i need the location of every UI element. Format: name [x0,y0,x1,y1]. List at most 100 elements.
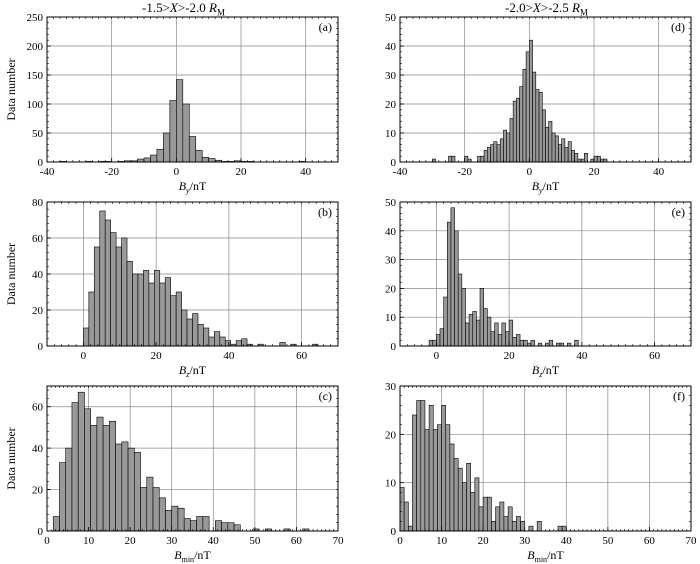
histogram-bar [551,132,556,163]
x-axis-label: Bmin/nT [527,548,564,564]
histogram-bar [499,138,504,163]
histogram-bar [530,339,535,347]
x-axis-label: By/nT [179,179,207,195]
histogram-bar [483,150,488,163]
y-tick-label: 50 [385,197,397,209]
histogram-bar [482,496,488,532]
histogram-bar [512,337,517,347]
histogram-bar [516,97,520,163]
histogram-bar [457,467,463,532]
histogram-bar [478,506,484,532]
histogram-bar [399,487,405,532]
histogram-bar [420,400,426,532]
histogram-bar [465,322,470,347]
y-tick-label: 50 [32,128,44,140]
histogram-bar [486,147,491,163]
histogram-bar [516,334,521,347]
y-tick-label: 30 [385,381,397,393]
histogram-bar [146,476,154,532]
y-tick-label: 60 [32,402,44,414]
y-tick-label: 250 [27,12,44,24]
histogram-bar [462,482,467,532]
y-tick-label: 40 [385,226,397,238]
histogram-bar [115,246,122,347]
histogram-bar [574,153,579,163]
histogram-bar [525,51,530,163]
y-tick-label: 20 [385,99,397,111]
histogram-bar [567,141,572,163]
histogram-bar [468,314,474,347]
histogram-bar [201,157,209,163]
histogram-bar [450,207,455,347]
panel-d: -40 -20 0 20 40 0 10 20 30 40 50 (d) By/nT [385,12,692,195]
histogram-bar [593,155,598,163]
histogram-bar [522,68,527,163]
histogram-bar [165,509,173,532]
histogram-bar [109,420,116,532]
histogram-bar [561,138,566,163]
x-tick-label: 0 [527,166,533,178]
x-tick-label: 0 [397,535,403,547]
x-tick-label: 40 [223,350,235,362]
x-tick-label: 0 [174,166,180,178]
x-tick-label: 0 [44,535,50,547]
histogram-bar [158,497,166,532]
y-tick-label: 200 [27,41,44,53]
histogram-bar [519,86,524,163]
histogram-bar [596,155,601,163]
histogram-bar [181,309,188,347]
x-tick-label: 60 [296,350,308,362]
histogram-bar [470,492,476,532]
histogram-bar [509,118,514,163]
y-tick-label: 10 [385,128,397,140]
histogram-bar [457,273,463,347]
histogram-bar [505,331,510,347]
x-tick-label: 40 [561,535,573,547]
histogram-bar [538,92,543,163]
histogram-bar [102,425,110,532]
histogram-bar [188,136,197,163]
y-tick-label: 40 [385,41,397,53]
histogram-bar [219,336,226,347]
x-tick-label: 20 [589,166,601,178]
histogram-bar [154,270,161,347]
y-tick-label: 0 [38,157,44,169]
x-axis-label: Bmin/nT [174,548,211,564]
histogram-bar [529,39,533,163]
histogram-bar [175,291,182,347]
histogram-bar [150,154,158,163]
x-tick-label: 40 [653,166,665,178]
histogram-bar [564,147,569,163]
histogram-bar [516,516,521,532]
x-tick-label: 70 [333,535,345,547]
histogram-bar [583,153,588,163]
x-tick-label: 0 [434,350,440,362]
histogram-bar [143,157,151,163]
histogram-bar [182,103,190,163]
histogram-bar [171,505,179,532]
y-tick-label: 150 [27,70,44,82]
x-tick-label: 20 [478,535,490,547]
histogram-bar [511,521,517,532]
histogram-bar [93,246,101,347]
y-tick-label: 0 [38,341,44,353]
panel-b: 0 20 40 60 0 20 40 60 80 (b) Bz/nT Data number [4,197,339,379]
histogram-bar [137,273,144,347]
histogram-bar [163,132,171,163]
histogram-bar [506,132,511,163]
y-tick-label: 0 [391,157,397,169]
histogram-bar [541,109,546,163]
x-tick-label: 20 [151,350,163,362]
histogram-bar [532,71,537,163]
histogram-bar [428,339,434,347]
histogram-bar [152,487,160,532]
histogram-bar [424,429,430,532]
panel-label: (b) [318,205,332,219]
histogram-bar [110,232,117,347]
histogram-bar [557,525,563,532]
histogram-bar [221,522,229,532]
histogram-bar [523,339,528,347]
y-tick-label: 10 [385,312,397,324]
histogram-bar [197,324,204,347]
histogram-bar [574,339,579,347]
